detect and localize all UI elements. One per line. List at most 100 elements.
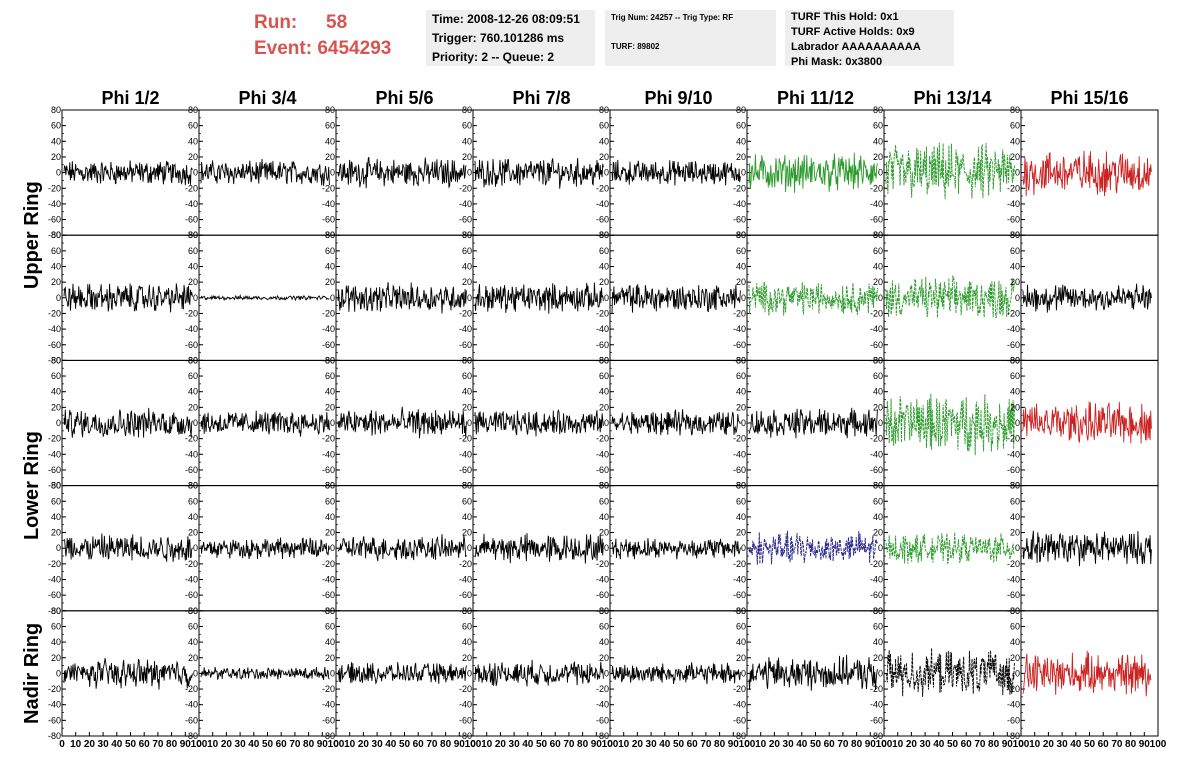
waveform-trace: [63, 407, 193, 438]
y-tick-label: 60: [188, 246, 198, 256]
event-value: 6454293: [317, 38, 392, 59]
y-tick-label: -20: [48, 559, 61, 569]
y-tick-label: 60: [51, 371, 61, 381]
y-tick-label: -60: [459, 340, 472, 350]
y-tick-label: -20: [48, 308, 61, 318]
y-tick-label: 60: [873, 121, 883, 131]
y-tick-label: 40: [736, 637, 746, 647]
y-tick-label: -80: [596, 731, 609, 741]
y-tick-label: -80: [48, 606, 61, 616]
y-tick-label: 0: [741, 668, 746, 678]
y-tick-label: -40: [48, 324, 61, 334]
waveform-trace: [474, 409, 604, 437]
x-tick-label: 100: [1150, 739, 1167, 750]
y-tick-label: -40: [733, 575, 746, 585]
x-tick-label: 20: [769, 739, 781, 750]
y-tick-label: -40: [459, 199, 472, 209]
x-tick-label: 0: [744, 739, 750, 750]
y-tick-label: -40: [185, 575, 198, 585]
y-tick-label: 60: [599, 621, 609, 631]
y-tick-label: 20: [873, 277, 883, 287]
y-tick-label: 60: [599, 371, 609, 381]
y-tick-label: 0: [56, 543, 61, 553]
x-tick-label: 50: [536, 739, 548, 750]
y-tick-label: -20: [459, 684, 472, 694]
x-tick-label: 70: [289, 739, 301, 750]
y-tick-label: 20: [325, 653, 335, 663]
y-tick-label: -20: [48, 183, 61, 193]
y-tick-label: 80: [51, 355, 61, 365]
waveform-trace: [1022, 401, 1152, 444]
y-tick-label: -60: [459, 465, 472, 475]
x-tick-label: 20: [1043, 739, 1055, 750]
waveform-trace: [611, 159, 741, 186]
y-tick-label: -60: [870, 465, 883, 475]
x-tick-label: 20: [358, 739, 370, 750]
y-tick-label: 40: [325, 387, 335, 397]
y-tick-label: 60: [1010, 621, 1020, 631]
y-tick-label: 0: [330, 418, 335, 428]
panel-frame: [746, 234, 885, 361]
x-tick-label: 50: [810, 739, 822, 750]
run-event-box: Run: 58 Event: 6454293: [254, 10, 391, 62]
y-tick-label: 20: [51, 402, 61, 412]
y-tick-label: 0: [56, 293, 61, 303]
y-tick-label: -20: [48, 684, 61, 694]
x-tick-label: 80: [1125, 739, 1137, 750]
y-tick-label: 80: [599, 355, 609, 365]
y-tick-label: -80: [870, 731, 883, 741]
y-tick-label: 20: [1010, 528, 1020, 538]
waveform-trace: [63, 160, 193, 186]
y-tick-label: -60: [322, 590, 335, 600]
y-tick-label: -40: [185, 324, 198, 334]
waveform-trace: [748, 530, 878, 565]
y-tick-label: -80: [48, 355, 61, 365]
waveform-trace: [1022, 150, 1152, 197]
y-tick-label: -20: [322, 684, 335, 694]
y-tick-label: 40: [188, 136, 198, 146]
x-tick-label: 40: [1070, 739, 1082, 750]
y-tick-label: 0: [604, 293, 609, 303]
y-tick-label: 60: [873, 621, 883, 631]
y-tick-label: 80: [599, 230, 609, 240]
x-tick-label: 0: [881, 739, 887, 750]
y-tick-label: 60: [188, 371, 198, 381]
column-title: Phi 11/12: [777, 88, 854, 108]
y-tick-label: 80: [873, 606, 883, 616]
x-tick-label: 100: [876, 739, 893, 750]
y-tick-label: -40: [1007, 324, 1020, 334]
x-tick-label: 10: [1029, 739, 1041, 750]
y-tick-label: 60: [462, 496, 472, 506]
y-tick-label: 20: [188, 528, 198, 538]
y-tick-label: 20: [873, 528, 883, 538]
x-tick-label: 10: [755, 739, 767, 750]
y-tick-label: 40: [51, 387, 61, 397]
y-tick-label: 80: [325, 105, 335, 115]
y-tick-label: -20: [185, 559, 198, 569]
y-tick-label: -60: [596, 340, 609, 350]
x-tick-label: 100: [739, 739, 756, 750]
y-tick-label: -20: [459, 183, 472, 193]
ring-label: Upper Ring: [21, 181, 43, 289]
x-tick-label: 0: [470, 739, 476, 750]
y-tick-label: -40: [322, 449, 335, 459]
y-tick-label: 80: [462, 355, 472, 365]
x-tick-label: 80: [851, 739, 863, 750]
x-tick-label: 80: [714, 739, 726, 750]
y-tick-label: 40: [1010, 136, 1020, 146]
x-tick-label: 100: [465, 739, 482, 750]
y-tick-label: 80: [873, 481, 883, 491]
x-tick-label: 60: [413, 739, 425, 750]
waveform-trace: [200, 410, 330, 437]
y-tick-label: -60: [48, 590, 61, 600]
y-tick-label: -20: [596, 684, 609, 694]
column-title: Phi 13/14: [913, 88, 991, 108]
waveform-trace: [200, 667, 330, 680]
y-tick-label: -80: [1007, 731, 1020, 741]
x-tick-label: 10: [70, 739, 82, 750]
waveform-trace: [200, 293, 330, 302]
y-tick-label: 0: [604, 418, 609, 428]
x-tick-label: 0: [1018, 739, 1024, 750]
x-tick-label: 90: [180, 739, 192, 750]
x-tick-label: 10: [481, 739, 493, 750]
